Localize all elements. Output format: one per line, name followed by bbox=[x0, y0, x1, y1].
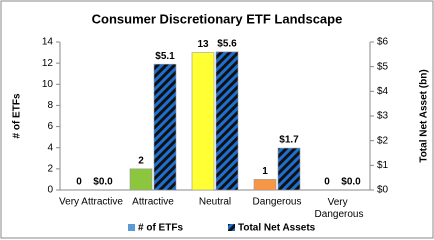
data-label: $0.0 bbox=[93, 177, 113, 188]
y-tick-label: 6 bbox=[47, 121, 53, 132]
y2-tick-label: $5 bbox=[377, 61, 389, 72]
x-tick-label: Neutral bbox=[199, 197, 231, 208]
y-tick-label: 4 bbox=[47, 142, 53, 153]
y2-tick-label: $0 bbox=[377, 185, 389, 196]
y-tick-label: 2 bbox=[47, 163, 53, 174]
data-label: 2 bbox=[138, 155, 144, 166]
y2-tick-label: $3 bbox=[377, 111, 389, 122]
x-tick-label-line: Very bbox=[328, 197, 351, 208]
x-tick-label: Very Attractive bbox=[59, 197, 123, 208]
x-tick-label-line: Dangerous bbox=[315, 209, 364, 220]
y2-tick-label: $1 bbox=[377, 160, 389, 171]
y-tick-label: 10 bbox=[42, 79, 54, 90]
x-tick-label: Very Dangerous bbox=[315, 197, 364, 220]
data-label: 1 bbox=[262, 166, 268, 177]
y-tick-label: 14 bbox=[42, 37, 54, 48]
bar bbox=[153, 63, 177, 191]
data-label: 0 bbox=[76, 177, 82, 188]
data-label: $5.6 bbox=[217, 39, 237, 50]
bar bbox=[277, 147, 301, 191]
data-label: $5.1 bbox=[155, 51, 175, 62]
x-tick-label: Attractive bbox=[132, 197, 174, 208]
data-label: $1.7 bbox=[279, 135, 299, 146]
y2-axis-title: Total Net Asset (bn) bbox=[419, 69, 430, 162]
bar bbox=[253, 179, 277, 191]
y-tick-label: 0 bbox=[47, 185, 53, 196]
bar bbox=[129, 168, 153, 191]
data-label: 13 bbox=[197, 39, 209, 50]
legend-swatch bbox=[228, 224, 235, 231]
bar bbox=[191, 52, 215, 191]
data-label: 0 bbox=[324, 177, 330, 188]
x-tick-label: Dangerous bbox=[253, 197, 302, 208]
bar bbox=[215, 51, 239, 191]
y-tick-label: 12 bbox=[42, 58, 54, 69]
y2-tick-label: $2 bbox=[377, 135, 389, 146]
y2-tick-label: $4 bbox=[377, 86, 389, 97]
legend-label: # of ETFs bbox=[138, 223, 183, 234]
legend-label: Total Net Assets bbox=[238, 223, 316, 234]
y2-tick-label: $6 bbox=[377, 37, 389, 48]
legend-swatch bbox=[128, 224, 135, 231]
y-axis-title: # of ETFs bbox=[12, 93, 23, 138]
y-tick-label: 8 bbox=[47, 100, 53, 111]
chart-title: Consumer Discretionary ETF Landscape bbox=[92, 11, 343, 26]
data-label: $0.0 bbox=[341, 177, 361, 188]
